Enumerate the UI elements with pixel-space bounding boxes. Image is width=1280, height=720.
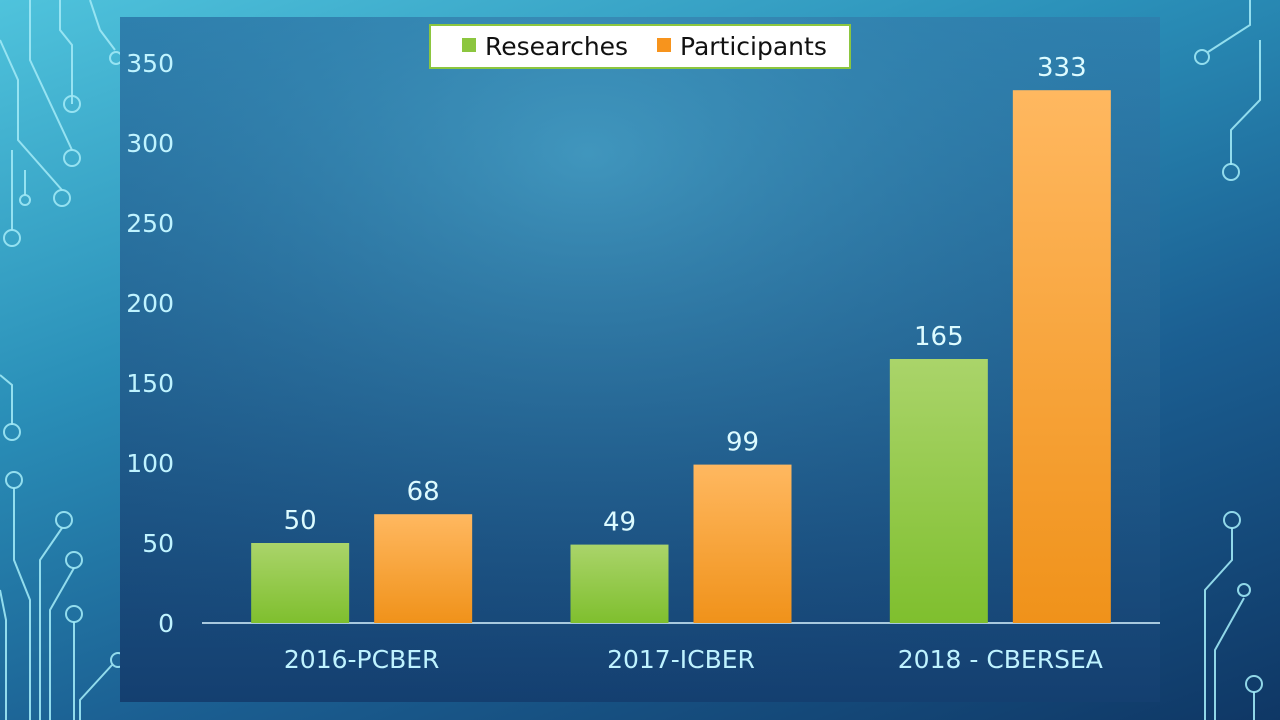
y-axis: 0 50 100 150 200 250 300 350	[126, 49, 174, 638]
y-tick-label: 200	[126, 289, 174, 318]
legend-swatch-participants	[657, 38, 671, 52]
legend: Researches Participants	[429, 24, 851, 69]
y-tick-label: 100	[126, 449, 174, 478]
legend-swatch-researches	[462, 38, 476, 52]
circuit-decoration-right	[1194, 0, 1263, 720]
y-tick-label: 150	[126, 369, 174, 398]
legend-label-participants: Participants	[680, 32, 827, 61]
y-tick-label: 50	[142, 529, 174, 558]
data-label: 165	[914, 322, 964, 352]
y-tick-label: 250	[126, 209, 174, 238]
x-tick-label: 2016-PCBER	[284, 645, 440, 674]
x-axis: 2016-PCBER 2017-ICBER 2018 - CBERSEA	[284, 645, 1103, 674]
x-tick-label: 2017-ICBER	[607, 645, 755, 674]
x-tick-label: 2018 - CBERSEA	[898, 645, 1103, 674]
bar-researches	[889, 359, 988, 623]
bar-researches	[251, 543, 350, 623]
data-label: 99	[726, 428, 759, 458]
y-tick-label: 300	[126, 129, 174, 158]
data-label: 333	[1037, 53, 1087, 83]
bar-participants	[1012, 90, 1111, 623]
y-tick-label: 0	[158, 609, 174, 638]
bars-group: 50 68 49 99 165 333	[251, 53, 1111, 623]
data-label: 49	[603, 508, 636, 538]
data-label: 50	[284, 506, 317, 536]
y-tick-label: 350	[126, 49, 174, 78]
bar-participants	[693, 464, 792, 623]
legend-box	[429, 24, 851, 69]
bar-researches	[570, 544, 669, 623]
data-label: 68	[407, 477, 440, 507]
circuit-decoration-left	[0, 0, 126, 720]
bar-participants	[374, 514, 473, 623]
legend-label-researches: Researches	[485, 32, 628, 61]
